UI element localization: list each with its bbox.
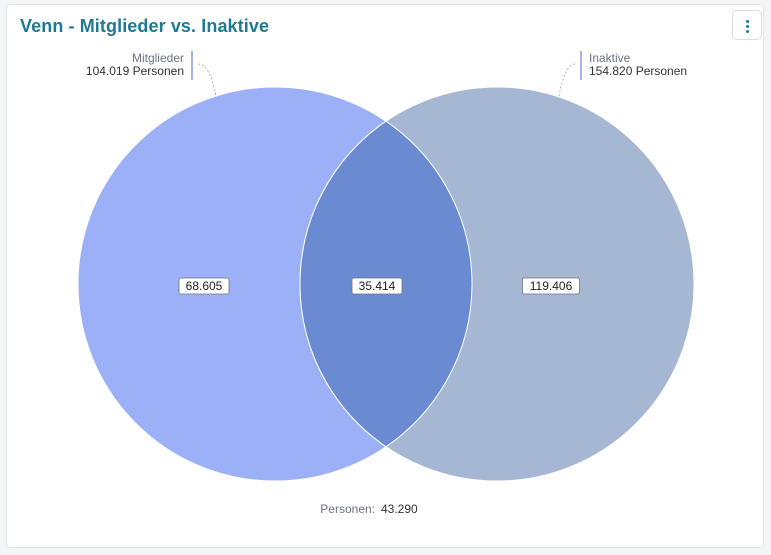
legend-name-inaktive: Inaktive [589,51,631,65]
label-mitglieder-only-text: 68.605 [186,279,223,293]
outside-label: Personen: [320,502,375,516]
legend-name-mitglieder: Mitglieder [132,51,184,65]
legend-connector-inaktive [558,63,576,97]
label-intersection: 35.414 [351,277,403,295]
outside-value: 43.290 [381,502,418,516]
label-intersection-text: 35.414 [359,279,396,293]
kebab-menu-icon-dot [746,25,749,28]
legend-connector-mitglieder [197,63,217,97]
label-intersection-box [351,277,403,295]
kebab-menu-icon [746,20,749,23]
label-inaktive-only-text: 119.406 [530,279,573,293]
label-mitglieder-only-box [178,277,230,295]
more-options-button[interactable] [732,10,762,40]
label-inaktive-only: 119.406 [522,277,580,295]
chart-title: Venn - Mitglieder vs. Inaktive [20,16,270,36]
legend-total-inaktive: 154.820 Personen [589,64,687,78]
legend-total-mitglieder: 104.019 Personen [86,64,184,78]
kebab-menu-icon-dot [746,30,749,33]
label-mitglieder-only: 68.605 [178,277,230,295]
label-inaktive-only-box [522,277,580,295]
